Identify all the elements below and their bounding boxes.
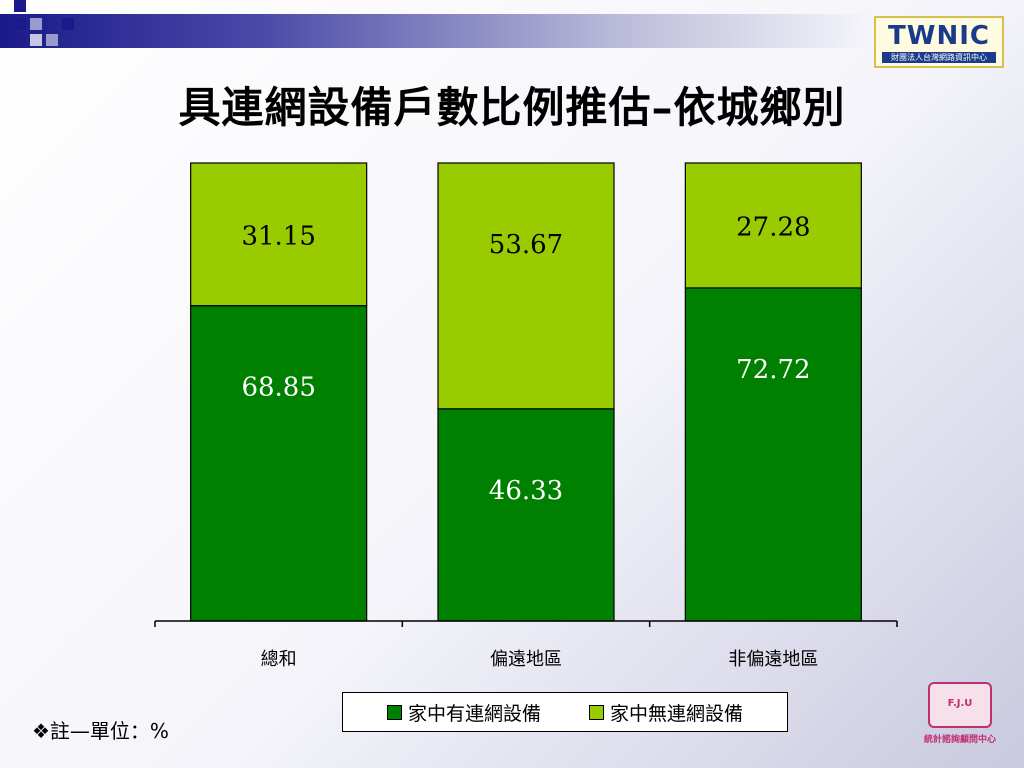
legend-swatch-without-device	[589, 704, 604, 720]
fju-logo: F.J.U 統計諮詢顧問中心	[912, 682, 1008, 748]
data-label-without-device-2: 27.28	[736, 212, 810, 242]
twnic-logo-subtitle: 財團法人台灣網路資訊中心	[882, 52, 996, 63]
data-label-without-device-1: 53.67	[489, 230, 563, 260]
category-label-2: 非偏遠地區	[728, 649, 818, 670]
bar-without-device-0	[190, 162, 368, 307]
fju-logo-badge: F.J.U	[928, 682, 992, 728]
legend-swatch-with-device	[386, 704, 402, 720]
x-axis: 總和 偏遠地區 非偏遠地區	[154, 620, 898, 670]
fju-logo-text: 統計諮詢顧問中心	[923, 735, 996, 745]
bar-without-device-2	[684, 162, 862, 289]
deco-square-5	[46, 34, 58, 46]
bar-with-device-2	[684, 287, 862, 622]
legend-label-without-device: 家中無連網設備	[610, 702, 744, 725]
data-label-with-device-2: 72.72	[736, 355, 810, 385]
legend-item-with-device: 家中有連網設備	[386, 699, 541, 726]
deco-square-6	[62, 18, 74, 30]
deco-square-2	[14, 18, 26, 30]
legend-item-without-device: 家中無連網設備	[589, 699, 743, 726]
legend-label-with-device: 家中有連網設備	[407, 702, 541, 725]
title-band	[0, 14, 870, 48]
bar-with-device-0	[190, 305, 368, 622]
category-label-1: 偏遠地區	[490, 649, 562, 670]
bar-with-device-1	[437, 408, 615, 622]
legend: 家中有連網設備 家中無連網設備	[342, 692, 788, 732]
deco-square-3	[30, 18, 42, 30]
deco-square-1	[14, 0, 26, 12]
unit-note: ❖註—單位：%	[32, 719, 169, 743]
twnic-logo: TWNIC 財團法人台灣網路資訊中心	[874, 16, 1004, 68]
data-label-without-device-0: 31.15	[241, 221, 315, 251]
page-title: 具連網設備戶數比例推估–依城鄉別	[178, 83, 846, 132]
data-label-with-device-1: 46.33	[489, 476, 563, 506]
twnic-logo-mark: TWNIC	[888, 21, 990, 51]
bar-without-device-1	[437, 162, 615, 410]
deco-square-4	[30, 34, 42, 46]
bars-layer: 68.85 31.15 46.33 53.67 72.72 27.28	[190, 162, 862, 622]
category-label-0: 總和	[261, 649, 297, 670]
data-label-with-device-0: 68.85	[241, 373, 315, 403]
